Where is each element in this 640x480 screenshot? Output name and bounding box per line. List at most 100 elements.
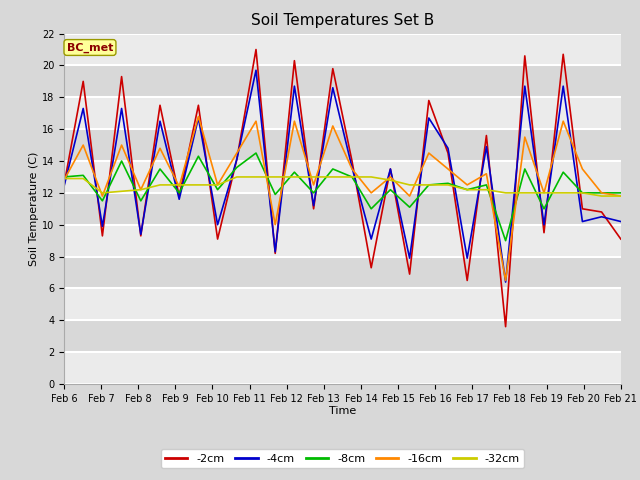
-2cm <box>559 51 567 57</box>
-32cm <box>521 190 529 196</box>
-32cm <box>579 190 586 196</box>
-4cm <box>483 144 490 150</box>
-16cm <box>521 134 529 140</box>
-4cm <box>156 119 164 124</box>
-8cm <box>214 187 221 192</box>
-8cm <box>540 206 548 212</box>
-32cm <box>291 174 298 180</box>
-2cm <box>60 182 68 188</box>
-32cm <box>463 187 471 192</box>
-4cm <box>406 255 413 261</box>
-2cm <box>118 74 125 80</box>
-2cm <box>233 156 241 162</box>
-2cm <box>483 132 490 138</box>
-8cm <box>348 174 356 180</box>
-8cm <box>252 150 260 156</box>
-8cm <box>579 190 586 196</box>
-2cm <box>195 102 202 108</box>
-4cm <box>233 156 241 162</box>
-32cm <box>175 182 183 188</box>
-8cm <box>99 198 106 204</box>
-16cm <box>195 114 202 120</box>
-2cm <box>367 265 375 271</box>
-8cm <box>559 169 567 175</box>
-16cm <box>617 193 625 199</box>
-32cm <box>406 182 413 188</box>
-16cm <box>79 142 87 148</box>
-16cm <box>483 171 490 177</box>
-2cm <box>463 277 471 283</box>
-2cm <box>79 79 87 84</box>
-32cm <box>387 177 394 183</box>
-8cm <box>502 238 509 243</box>
-8cm <box>444 180 452 186</box>
-4cm <box>367 236 375 242</box>
-16cm <box>329 123 337 129</box>
-16cm <box>291 119 298 124</box>
-8cm <box>521 166 529 172</box>
Text: BC_met: BC_met <box>67 42 113 53</box>
-2cm <box>598 209 605 215</box>
-2cm <box>579 206 586 212</box>
-2cm <box>271 251 279 256</box>
-4cm <box>175 196 183 202</box>
-8cm <box>79 172 87 178</box>
Bar <box>64 352 621 384</box>
-2cm <box>291 58 298 63</box>
-16cm <box>214 182 221 188</box>
-4cm <box>463 255 471 261</box>
-2cm <box>175 193 183 199</box>
Line: -2cm: -2cm <box>64 49 621 327</box>
-32cm <box>483 187 490 192</box>
-32cm <box>271 174 279 180</box>
Line: -32cm: -32cm <box>64 177 621 196</box>
-32cm <box>444 182 452 188</box>
-4cm <box>579 219 586 225</box>
-32cm <box>502 190 509 196</box>
-32cm <box>195 182 202 188</box>
-4cm <box>310 203 317 208</box>
-4cm <box>540 222 548 228</box>
-2cm <box>521 53 529 59</box>
-4cm <box>195 115 202 121</box>
-2cm <box>99 233 106 239</box>
-4cm <box>60 184 68 190</box>
-16cm <box>598 190 605 196</box>
-4cm <box>291 84 298 89</box>
-8cm <box>271 192 279 197</box>
-2cm <box>540 230 548 236</box>
-8cm <box>617 190 625 196</box>
-8cm <box>425 182 433 188</box>
-32cm <box>79 176 87 181</box>
-32cm <box>118 188 125 194</box>
Y-axis label: Soil Temperature (C): Soil Temperature (C) <box>29 152 39 266</box>
-8cm <box>60 174 68 180</box>
-16cm <box>367 190 375 196</box>
-8cm <box>367 206 375 212</box>
-16cm <box>99 193 106 199</box>
-32cm <box>540 190 548 196</box>
-4cm <box>598 214 605 220</box>
-32cm <box>348 174 356 180</box>
-8cm <box>175 190 183 196</box>
-16cm <box>252 119 260 124</box>
-16cm <box>233 150 241 156</box>
Bar <box>64 97 621 129</box>
-16cm <box>540 190 548 196</box>
-4cm <box>521 84 529 89</box>
-32cm <box>214 182 221 188</box>
Bar <box>64 161 621 193</box>
-8cm <box>118 158 125 164</box>
-4cm <box>348 165 356 170</box>
-8cm <box>483 182 490 188</box>
-4cm <box>252 67 260 73</box>
-16cm <box>387 174 394 180</box>
-32cm <box>559 190 567 196</box>
-16cm <box>444 166 452 172</box>
-32cm <box>233 174 241 180</box>
Title: Soil Temperatures Set B: Soil Temperatures Set B <box>251 13 434 28</box>
Line: -16cm: -16cm <box>64 117 621 280</box>
-16cm <box>406 193 413 199</box>
-8cm <box>195 154 202 159</box>
-16cm <box>310 182 317 188</box>
